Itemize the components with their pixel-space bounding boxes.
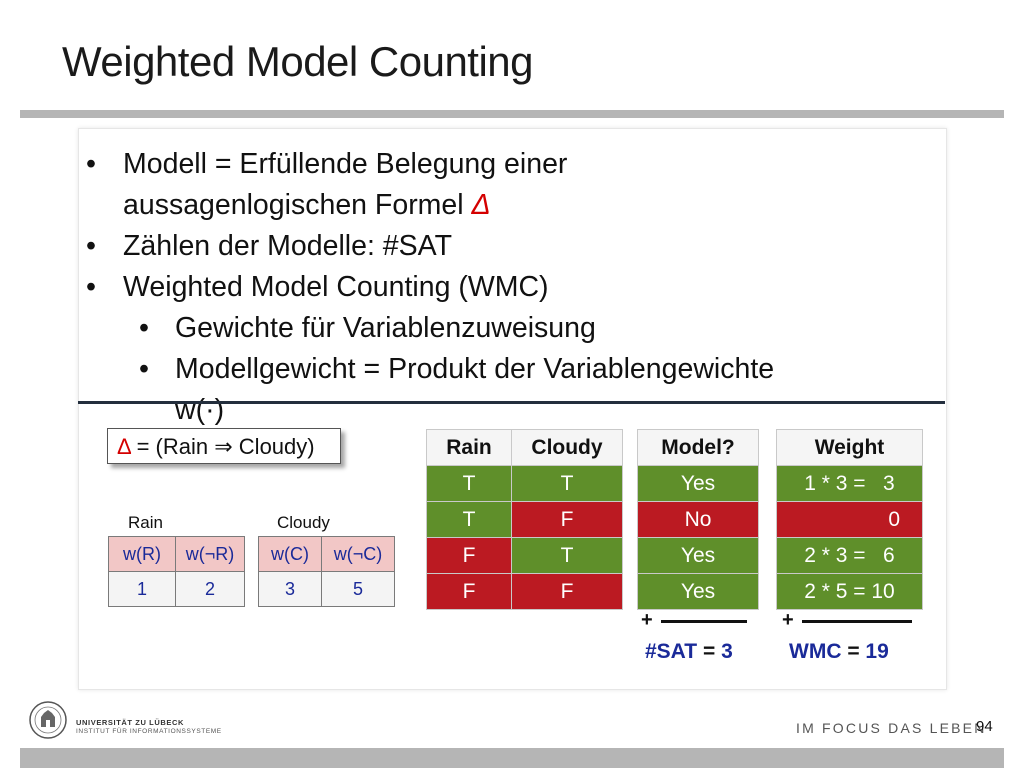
equals-sign: = xyxy=(697,640,722,663)
bullet-list: • Modell = Erfüllende Belegung einer aus… xyxy=(86,144,916,431)
table-cell: 2 xyxy=(175,571,245,607)
table-cell: T xyxy=(511,465,623,502)
formula-box: Δ = (Rain ⇒ Cloudy) xyxy=(107,428,341,464)
university-name: UNIVERSITÄT ZU LÜBECK xyxy=(76,718,185,727)
table-header-cell: w(C) xyxy=(258,536,322,572)
sat-value: 3 xyxy=(721,640,733,663)
sum-line xyxy=(661,620,747,623)
wmc-label: WMC xyxy=(789,640,842,663)
bullet-text: Modell = Erfüllende Belegung einer xyxy=(123,148,568,180)
table-cell: T xyxy=(511,537,623,574)
table-cell: 2 * 3 = 6 xyxy=(776,537,923,574)
formula-text: = (Rain ⇒ Cloudy) xyxy=(130,434,315,459)
slide-title: Weighted Model Counting xyxy=(62,38,534,85)
sub-bullet-item: • Gewichte für Variablenzuweisung xyxy=(86,308,916,349)
table-cell: 5 xyxy=(321,571,395,607)
footer-slogan: IM FOCUS DAS LEBEN xyxy=(796,720,987,736)
bullet-text: w(·) xyxy=(175,394,225,426)
cloudy-table-label: Cloudy xyxy=(277,513,330,532)
bullet-item: • Zählen der Modelle: #SAT xyxy=(86,226,916,267)
truth-table: Rain Cloudy T T T F F T F F xyxy=(426,429,623,610)
table-header-cell: Rain xyxy=(426,429,512,466)
bullet-dot: • xyxy=(86,148,96,180)
bullet-item: • Weighted Model Counting (WMC) xyxy=(86,267,916,308)
sat-result: #SAT = 3 xyxy=(645,640,733,664)
plus-sign: + xyxy=(641,609,653,631)
wmc-result: WMC = 19 xyxy=(789,640,889,664)
table-header-cell: Cloudy xyxy=(511,429,623,466)
table-header-cell: Weight xyxy=(776,429,923,466)
bullet-text: Gewichte für Variablenzuweisung xyxy=(175,312,596,344)
table-cell: 3 xyxy=(258,571,322,607)
table-cell: Yes xyxy=(637,573,759,610)
bullet-text: Zählen der Modelle: #SAT xyxy=(123,230,452,262)
footer-bar xyxy=(20,748,1004,768)
table-cell: Yes xyxy=(637,537,759,574)
rain-table-label: Rain xyxy=(128,513,163,532)
table-cell: 1 xyxy=(108,571,176,607)
bullet-dot: • xyxy=(139,312,149,344)
table-cell: 0 xyxy=(776,501,923,538)
table-cell: 2 * 5 = 10 xyxy=(776,573,923,610)
sub-bullet-continuation: w(·) xyxy=(86,390,916,431)
delta-symbol: Δ xyxy=(117,434,131,459)
sub-bullet-item: • Modellgewicht = Produkt der Variableng… xyxy=(86,349,916,390)
title-divider xyxy=(20,110,1004,118)
weight-table: Weight 1 * 3 = 3 0 2 * 3 = 6 2 * 5 = 10 xyxy=(776,429,923,610)
table-header-cell: w(R) xyxy=(108,536,176,572)
wmc-value: 19 xyxy=(865,640,889,663)
sat-label: #SAT xyxy=(645,640,698,663)
institute-name: INSTITUT FÜR INFORMATIONSSYSTEME xyxy=(76,728,222,735)
table-cell: T xyxy=(426,501,512,538)
cloudy-weight-table: w(C) w(¬C) 3 5 xyxy=(258,536,395,607)
table-cell: F xyxy=(426,537,512,574)
bullet-dot: • xyxy=(86,230,96,262)
bullet-text: aussagenlogischen Formel xyxy=(123,189,472,221)
university-seal-icon xyxy=(29,701,67,739)
model-table: Model? Yes No Yes Yes xyxy=(637,429,759,610)
equals-sign: = xyxy=(841,640,866,663)
bullet-dot: • xyxy=(139,353,149,385)
table-header-cell: w(¬C) xyxy=(321,536,395,572)
table-cell: F xyxy=(426,573,512,610)
bullet-continuation: aussagenlogischen Formel Δ xyxy=(86,185,916,226)
bullet-text: Weighted Model Counting (WMC) xyxy=(123,271,549,303)
table-cell: F xyxy=(511,501,623,538)
bullet-text: Modellgewicht = Produkt der Variablengew… xyxy=(175,353,775,385)
table-cell: No xyxy=(637,501,759,538)
section-divider xyxy=(78,401,945,404)
delta-symbol: Δ xyxy=(471,189,491,221)
bullet-item: • Modell = Erfüllende Belegung einer xyxy=(86,144,916,185)
rain-weight-table: w(R) w(¬R) 1 2 xyxy=(108,536,245,607)
sum-line xyxy=(802,620,912,623)
table-cell: 1 * 3 = 3 xyxy=(776,465,923,502)
page-number: 94 xyxy=(976,718,993,735)
table-cell: F xyxy=(511,573,623,610)
table-header-cell: w(¬R) xyxy=(175,536,245,572)
table-header-cell: Model? xyxy=(637,429,759,466)
table-cell: T xyxy=(426,465,512,502)
table-cell: Yes xyxy=(637,465,759,502)
plus-sign: + xyxy=(782,609,794,631)
bullet-dot: • xyxy=(86,271,96,303)
